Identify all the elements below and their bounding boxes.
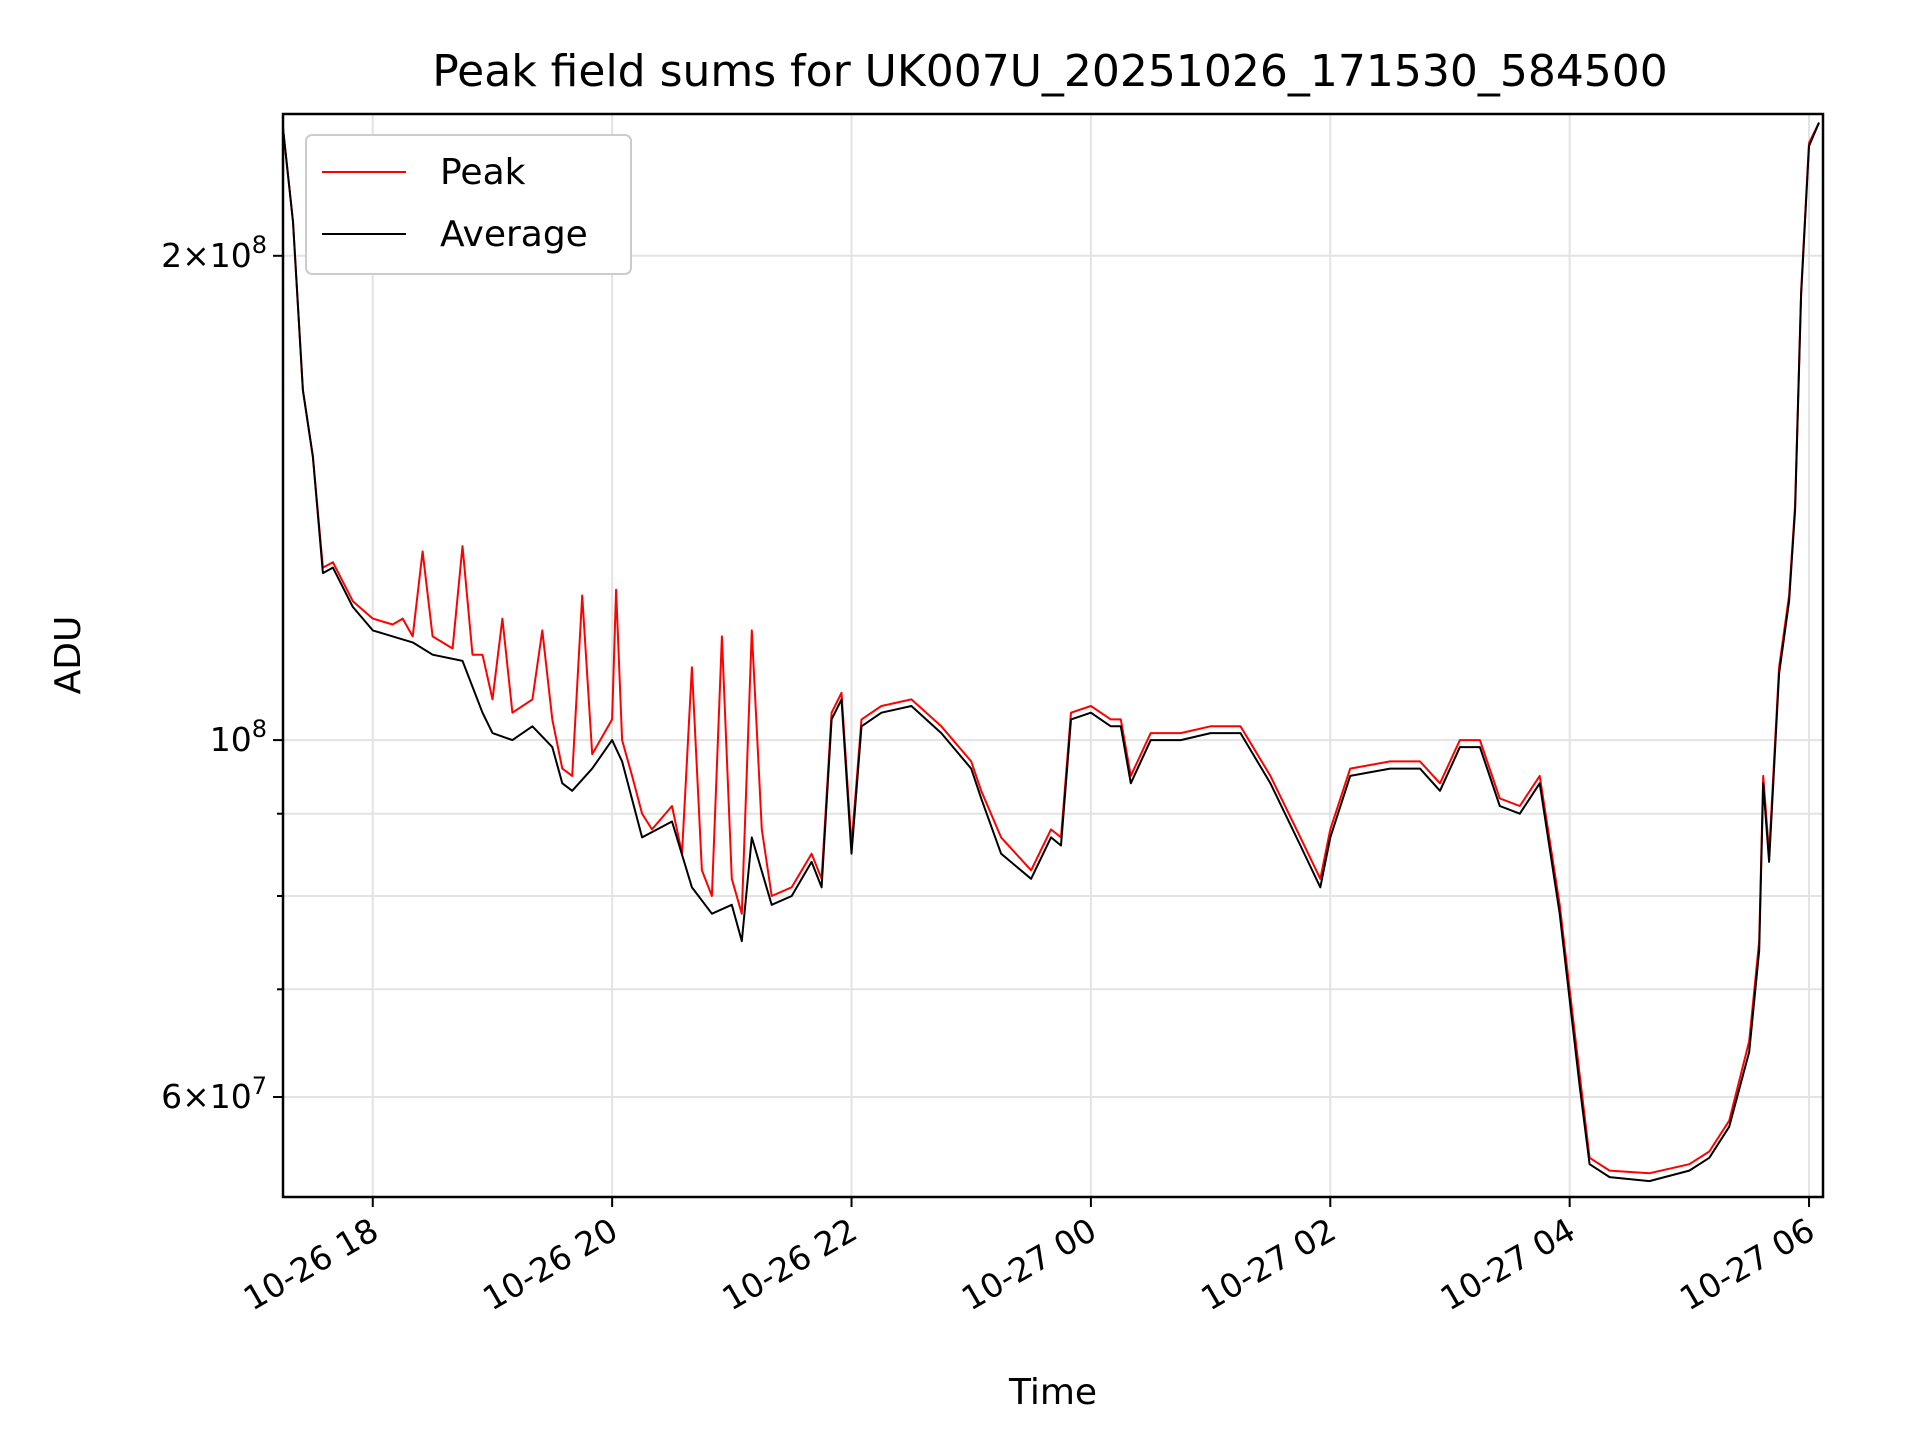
plot-frame: [281, 112, 1825, 1199]
x-axis-label: Time: [1008, 1372, 1097, 1413]
y-tick-label: 2×108: [161, 231, 267, 275]
y-tick-mantissa: 6×10: [161, 1077, 252, 1116]
legend-label-average: Average: [440, 214, 588, 255]
y-axis-label: ADU: [48, 616, 89, 695]
y-tick-label: 6×107: [161, 1072, 267, 1116]
y-tick-exponent: 7: [252, 1072, 267, 1100]
legend: Peak Average: [305, 134, 632, 275]
series-layer: [282, 122, 1820, 1183]
y-tick-exponent: 8: [252, 231, 267, 259]
chart-title: Peak field sums for UK007U_20251026_1715…: [432, 46, 1668, 97]
y-tick-exponent: 8: [252, 715, 267, 743]
y-tick-mantissa: 10: [210, 720, 252, 759]
y-tick-mantissa: 2×10: [161, 236, 252, 275]
y-tick-label: 108: [210, 715, 267, 759]
legend-box: [305, 134, 632, 275]
legend-label-peak: Peak: [440, 152, 526, 193]
series-line-average: [282, 122, 1820, 1183]
